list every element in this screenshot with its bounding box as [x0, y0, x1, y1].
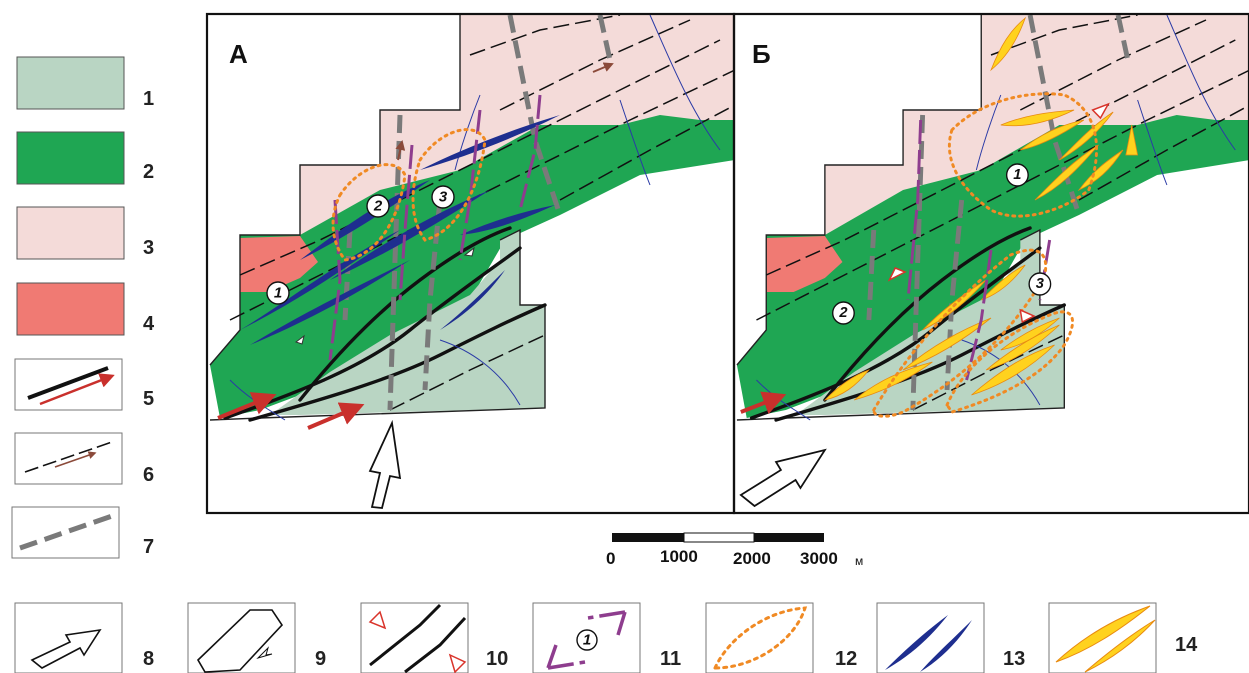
legend-label-10: 10 [486, 648, 508, 670]
legend-swatch-4 [16, 282, 125, 336]
panel-b-title: Б [752, 39, 771, 69]
legend-label-12: 12 [835, 648, 857, 670]
legend-label-8: 8 [143, 648, 154, 670]
scale-tick-0: 0 [606, 549, 615, 568]
legend-label-2: 2 [143, 161, 154, 183]
map-panel-a: 1 2 3 А [205, 12, 736, 515]
scale-unit: м [855, 554, 863, 568]
legend-swatch-3 [16, 206, 125, 260]
legend-label-3: 3 [143, 237, 154, 259]
legend-swatch-10 [360, 602, 469, 673]
legend-swatch-9 [187, 602, 296, 673]
panel-a-zone-1: 1 [274, 285, 282, 302]
legend-swatch-7 [11, 506, 120, 559]
legend-label-6: 6 [143, 464, 154, 486]
legend-label-5: 5 [143, 388, 154, 410]
map-panel-b: 1 2 3 Б [732, 12, 1249, 515]
legend-label-9: 9 [315, 648, 326, 670]
legend-11-zone-number: 1 [583, 632, 591, 649]
legend-swatch-1 [16, 56, 125, 110]
panel-a-zone-3: 3 [439, 189, 448, 206]
legend-swatch-6 [14, 432, 123, 485]
panel-a-title: А [229, 39, 248, 69]
legend-label-1: 1 [143, 88, 154, 110]
panel-b-zone-2: 2 [838, 305, 848, 321]
scale-bar: 0 1000 2000 3000 м [606, 532, 863, 568]
legend-swatch-2 [16, 131, 125, 185]
yellow-lens-swarm [823, 16, 1139, 401]
legend-swatch-13 [876, 602, 985, 673]
legend-label-7: 7 [143, 536, 154, 558]
legend-swatch-11: 1 [532, 602, 641, 673]
legend-label-14: 14 [1175, 634, 1198, 656]
legend-swatch-14 [1048, 602, 1157, 673]
panel-a-zone-2: 2 [373, 198, 383, 215]
scale-tick-3000: 3000 [800, 549, 838, 568]
scale-tick-2000: 2000 [733, 549, 771, 568]
legend-swatch-8 [14, 602, 123, 673]
legend-label-11: 11 [660, 648, 681, 670]
legend-label-4: 4 [143, 313, 155, 335]
legend-swatch-5 [14, 358, 123, 411]
panel-b-zone-1: 1 [1013, 167, 1021, 183]
panel-b-zone-3: 3 [1036, 276, 1045, 292]
legend-label-13: 13 [1003, 648, 1025, 670]
scale-tick-1000: 1000 [660, 547, 698, 566]
legend-swatch-12 [705, 602, 814, 673]
map-legend: 1 2 3 4 5 6 7 [11, 56, 1198, 673]
